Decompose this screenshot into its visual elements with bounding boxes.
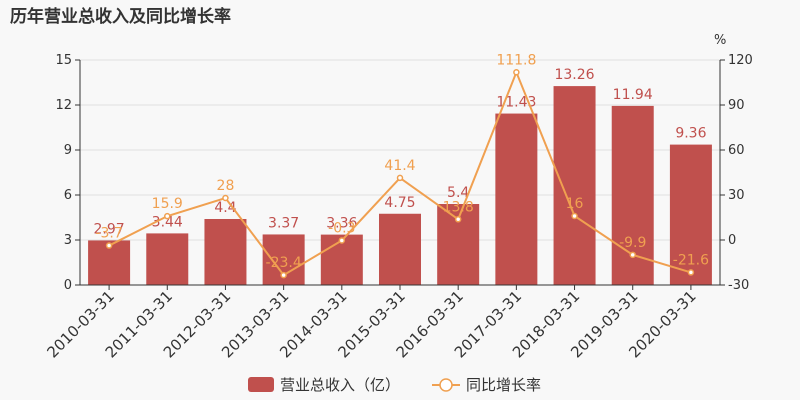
line-point xyxy=(338,237,346,244)
right-axis-unit: % xyxy=(714,33,726,48)
bar xyxy=(379,213,421,285)
bar-series: 2.97 3.444.43.37 3.364.755.411.4313.2611.9… xyxy=(88,67,712,286)
line-value-label: 111.8 xyxy=(496,52,536,68)
left-axis-tick-label: 12 xyxy=(55,98,72,113)
chart-title: 历年营业总收入及同比增长率 xyxy=(10,6,231,27)
line-point xyxy=(571,212,578,220)
line-value-label: -9.9 xyxy=(619,235,646,251)
right-axis-tick-label: 90 xyxy=(728,98,745,113)
line-value-label: -0.3 xyxy=(328,220,355,236)
line-value-label: -21.6 xyxy=(673,252,709,268)
bar-value-label: 9.36 xyxy=(675,126,706,142)
line-point xyxy=(222,194,229,202)
x-axis: 2010-03-312011-03-312012-03-312013-03-31… xyxy=(44,284,720,361)
right-axis-tick-label: 120 xyxy=(728,53,753,68)
bar-value-label: 11.94 xyxy=(613,87,653,103)
line-value-label: 16 xyxy=(566,196,584,212)
line-point xyxy=(105,242,113,249)
legend-line-label: 同比增长率 xyxy=(466,376,541,394)
legend-bar-label: 营业总收入（亿） xyxy=(280,376,400,394)
line-point xyxy=(396,174,404,182)
bar-value-label: 5.4 xyxy=(447,185,469,201)
left-axis: 0 3 6 9 12 15 xyxy=(55,53,81,293)
left-axis-tick-label: 0 xyxy=(64,278,72,293)
line-point xyxy=(629,251,636,259)
left-axis-tick-label: 15 xyxy=(55,53,72,68)
line-value-label: 28 xyxy=(217,178,235,194)
right-axis-tick-label: 0 xyxy=(728,233,736,248)
bar xyxy=(495,113,538,285)
bar-value-label: 3.36 xyxy=(326,216,357,232)
line-value-label: -3.7 xyxy=(95,226,122,242)
line-series: -3.7 15.9 28 -23.4 -0.3 41.4 13.8 111.8 16 -9.9 -2… xyxy=(95,52,709,279)
bar-value-label: 13.26 xyxy=(554,67,594,83)
bar-value-label: 3.37 xyxy=(268,215,299,231)
legend-bar-swatch xyxy=(248,377,274,392)
right-axis-tick-label: -30 xyxy=(728,278,749,293)
bar-value-label: 3.44 xyxy=(152,214,183,230)
left-axis-tick-label: 3 xyxy=(64,233,72,248)
right-axis: -30 0 30 60 90 120 xyxy=(719,53,753,293)
line-point xyxy=(513,69,520,76)
line-point xyxy=(164,212,171,220)
legend-line-marker xyxy=(439,378,453,392)
bar-value-label: 4.75 xyxy=(384,195,415,211)
line-value-label: 13.8 xyxy=(443,199,474,215)
line-point xyxy=(687,269,695,276)
bar xyxy=(553,86,596,285)
bar xyxy=(146,233,189,285)
line-value-label: 15.9 xyxy=(152,196,183,212)
line-value-label: 41.4 xyxy=(384,158,415,174)
left-axis-tick-label: 9 xyxy=(64,143,72,158)
right-axis-tick-label: 30 xyxy=(728,188,745,203)
line-value-label: -23.4 xyxy=(266,255,302,271)
bar xyxy=(204,219,247,285)
line-point xyxy=(280,271,287,279)
bar xyxy=(611,105,654,286)
bar xyxy=(669,144,712,285)
legend: 营业总收入（亿） 同比增长率 xyxy=(248,376,541,394)
left-axis-tick-label: 6 xyxy=(64,188,72,203)
right-axis-tick-label: 60 xyxy=(728,143,745,158)
line-point xyxy=(454,216,462,223)
bar-value-label: 2.97 xyxy=(94,221,125,237)
